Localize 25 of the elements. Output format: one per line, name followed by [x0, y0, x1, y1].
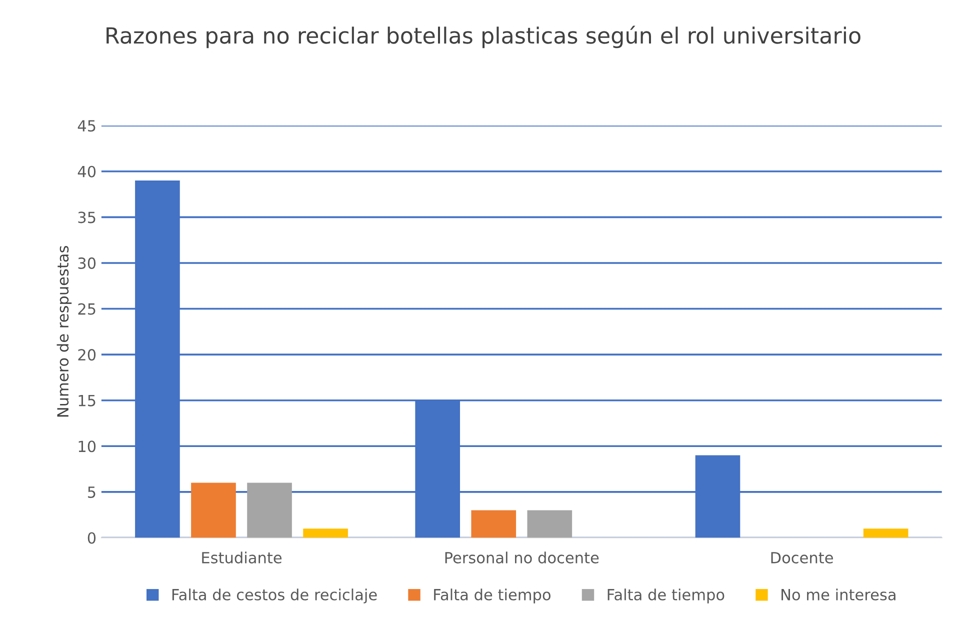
bar [863, 528, 908, 538]
bar [527, 510, 572, 538]
bar [247, 482, 292, 538]
y-tick-label: 10 [78, 440, 96, 452]
chart-title: Razones para no reciclar botellas plasticas según el rol universitario [106, 26, 860, 48]
y-tick-label: 30 [78, 257, 96, 269]
legend-label: Falta de tiempo [434, 588, 550, 604]
bar [191, 482, 236, 538]
x-tick-label: Personal no docente [445, 552, 599, 564]
y-tick-label: 35 [78, 212, 96, 224]
x-tick-label: Docente [771, 552, 833, 564]
y-tick-label: 15 [78, 395, 96, 406]
legend-label: No me interesa [782, 588, 896, 600]
bar [471, 510, 516, 538]
legend-label: Falta de cestos de reciclaje [172, 588, 377, 604]
bar [303, 528, 348, 538]
x-tick-label: Estudiante [202, 552, 282, 564]
y-tick-label: 25 [78, 303, 96, 315]
y-tick-label: 5 [88, 486, 96, 498]
y-tick-label: 40 [78, 166, 96, 178]
y-tick-label: 45 [78, 120, 96, 132]
y-axis-title: Numero de respuestas [56, 246, 72, 417]
y-tick-label: 0 [88, 532, 96, 544]
legend-label: Falta de tiempo [608, 588, 724, 604]
y-tick-label: 20 [78, 349, 96, 361]
